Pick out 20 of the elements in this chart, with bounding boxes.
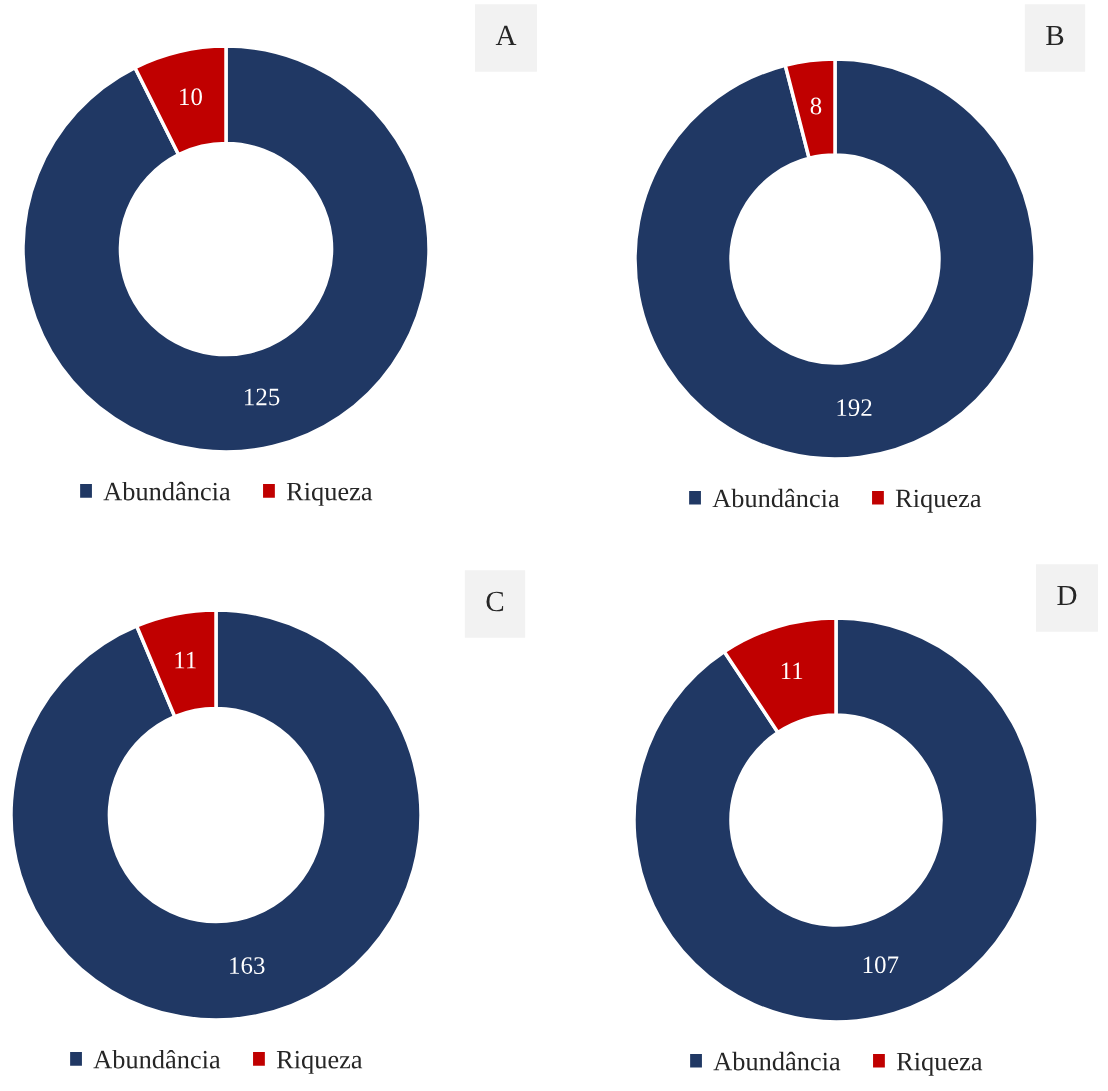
data-label: 125 <box>245 388 280 406</box>
text: C <box>486 591 504 612</box>
legend-label: Abundância <box>712 488 840 508</box>
data-label: 192 <box>837 399 872 417</box>
data-label: 11 <box>175 651 196 669</box>
legend-label: Abundância <box>713 1051 841 1071</box>
legend-label: Riqueza <box>276 1050 363 1074</box>
data-label: 163 <box>230 957 265 974</box>
data-label: 11 <box>781 662 803 680</box>
legend-label: Abundância <box>103 481 231 501</box>
data-label: 107 <box>863 956 899 974</box>
legend-label: Abundância <box>93 1049 221 1069</box>
legend-label: Riqueza <box>286 482 373 506</box>
legend-label: Riqueza <box>895 489 982 513</box>
legend-label: Riqueza <box>896 1052 983 1076</box>
chart-title: D <box>1057 585 1077 606</box>
data-label: 10 <box>180 88 202 106</box>
data-label: 8 <box>810 97 822 115</box>
chart-title: B <box>1046 25 1064 46</box>
text: A <box>495 25 517 46</box>
